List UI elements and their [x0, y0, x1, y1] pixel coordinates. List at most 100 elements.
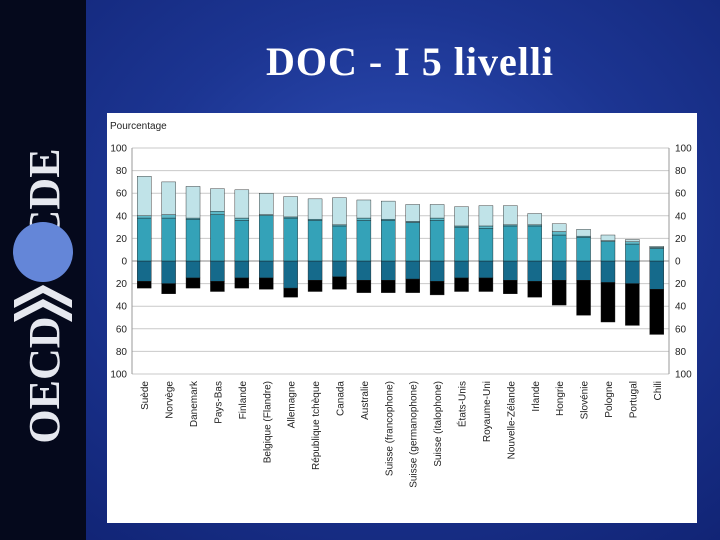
y-tick-label-right: 100	[675, 370, 692, 381]
y-tick-label-left: 20	[116, 279, 128, 290]
bar-segment	[600, 282, 616, 323]
bar-segment	[478, 277, 494, 292]
x-tick-label: République tchèque	[311, 381, 322, 470]
bar-segment	[161, 181, 176, 215]
y-tick-label-left: 100	[110, 370, 127, 381]
bar-segment	[259, 215, 274, 262]
bar-segment	[551, 260, 567, 281]
x-tick-label: Finlande	[238, 381, 249, 420]
bar-segment	[478, 225, 494, 229]
bar-segment	[478, 205, 494, 227]
bar-segment	[503, 280, 518, 294]
y-tick-label-left: 60	[116, 189, 128, 200]
bar-segment	[234, 220, 250, 262]
bar-segment	[551, 280, 567, 306]
bar-segment	[161, 283, 176, 294]
bar-segment	[356, 220, 372, 262]
bar-segment	[332, 276, 347, 290]
bar-segment	[234, 260, 250, 279]
bar-segment	[185, 277, 201, 289]
bar-segment	[185, 260, 201, 279]
x-tick-label: Belgique (Flandre)	[262, 381, 273, 463]
bar-segment	[576, 229, 591, 237]
bar-segment	[210, 260, 225, 282]
bar-segment	[527, 281, 542, 298]
bar-segment	[210, 211, 225, 215]
bar-segment	[381, 280, 396, 293]
logo-chevrons-icon	[14, 285, 72, 322]
bar-segment	[283, 260, 298, 289]
x-tick-label: Canada	[335, 381, 346, 416]
x-tick-label: Allemagne	[287, 381, 298, 429]
bar-segment	[527, 213, 542, 226]
chart-panel: Pourcentage 100 100 80 80 60 60 40 40 20 20 0 0 20 20 4…	[107, 113, 697, 523]
bar-segment	[185, 218, 201, 262]
bar-segment	[137, 215, 152, 219]
bar-segment	[259, 260, 274, 279]
logo-circle-icon	[13, 222, 73, 282]
x-tick-label: Pologne	[604, 381, 615, 418]
y-tick-label-left: 80	[116, 166, 128, 177]
bar-segment	[356, 217, 372, 221]
oecd-logo: OCDE OECD	[13, 148, 73, 444]
bar-segment	[381, 260, 396, 281]
x-tick-label: Slovénie	[580, 381, 591, 420]
y-tick-label-left: 100	[110, 144, 127, 155]
bar-segment	[356, 199, 372, 219]
x-tick-label: Suisse (italophone)	[433, 381, 444, 467]
x-tick-label: Hongrie	[555, 381, 566, 416]
bar-segment	[576, 260, 591, 281]
bar-segment	[454, 226, 469, 262]
bar-segment	[283, 287, 298, 298]
bar-segment	[259, 277, 274, 290]
y-tick-label-right: 60	[675, 189, 687, 200]
bar-segment	[137, 176, 152, 216]
bar-segment	[429, 281, 445, 296]
bar-segment	[649, 248, 664, 262]
y-tick-label-right: 20	[675, 234, 687, 245]
x-tick-label: Suisse (germanophone)	[409, 381, 420, 488]
bar-segment	[527, 260, 542, 282]
bar-segment	[234, 277, 250, 289]
bar-segment	[576, 237, 591, 262]
bar-segment	[210, 281, 225, 292]
bar-segment	[137, 260, 152, 282]
y-tick-label-left: 80	[116, 347, 128, 358]
x-tick-label: Suède	[140, 381, 151, 410]
x-tick-label: Norvège	[165, 381, 176, 419]
bar-segment	[356, 280, 372, 293]
bar-segment	[356, 260, 372, 281]
bar-segment	[454, 206, 469, 227]
sidebar: OCDE OECD	[0, 0, 86, 540]
y-tick-label-right: 80	[675, 347, 687, 358]
y-tick-label-left: 20	[116, 234, 128, 245]
bar-segment	[454, 260, 469, 279]
bar-segment	[137, 217, 152, 262]
bar-segment	[600, 241, 616, 262]
x-tick-label: Royaume-Uni	[482, 381, 493, 442]
bar-segment	[503, 205, 518, 226]
x-tick-label: Suisse (francophone)	[384, 381, 395, 476]
bar-segment	[283, 196, 298, 218]
x-tick-label: Portugal	[628, 381, 639, 418]
bar-segment	[307, 260, 323, 281]
bar-segment	[551, 223, 567, 232]
x-tick-label: Irlande	[531, 381, 542, 412]
y-tick-label-left: 0	[121, 257, 127, 268]
bar-segment	[210, 214, 225, 262]
y-tick-label-left: 60	[116, 324, 128, 335]
bar-segment	[332, 225, 347, 262]
bar-segment	[600, 234, 616, 241]
x-tick-label: Pays-Bas	[213, 381, 224, 424]
bar-segment	[185, 186, 201, 219]
y-tick-label-left: 40	[116, 302, 128, 313]
bar-segment	[429, 204, 445, 219]
bar-segment	[234, 217, 250, 221]
y-axis-label: Pourcentage	[110, 121, 167, 132]
bar-segment	[429, 220, 445, 262]
bar-segment	[625, 243, 640, 262]
x-tick-label: États-Unis	[456, 381, 469, 427]
bar-segment	[234, 189, 250, 219]
bar-segment	[625, 260, 640, 284]
y-tick-label-right: 40	[675, 211, 687, 222]
